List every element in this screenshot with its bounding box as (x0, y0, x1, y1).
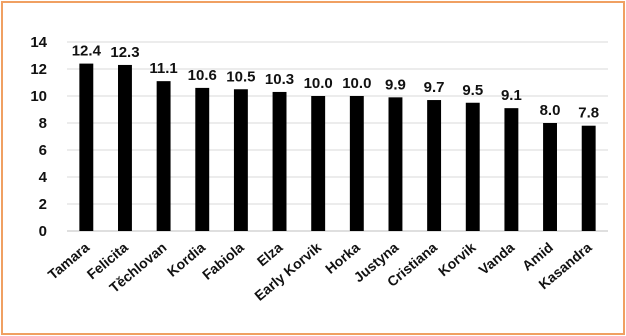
bar-chart: 0 2 4 6 8 10 12 14 12.4 12.3 11.1 10.6 10.5 10.3 10.0… (30, 34, 608, 304)
y-tick-label: 4 (39, 169, 48, 186)
y-tick-label: 8 (39, 115, 47, 132)
data-label: 10.6 (188, 67, 217, 84)
gridlines (67, 41, 608, 232)
bars (79, 63, 596, 232)
data-label: 9.1 (501, 87, 522, 104)
bar-fabiola (233, 89, 248, 231)
data-label: 9.9 (385, 76, 406, 93)
bar-elza (272, 91, 287, 231)
y-axis-ticks: 0 2 4 6 8 10 12 14 (30, 34, 47, 240)
category-label: Tamara (45, 239, 93, 283)
category-label: Early Korvik (251, 239, 324, 304)
data-label: 10.0 (342, 75, 371, 92)
y-tick-label: 10 (30, 88, 47, 105)
data-label: 11.1 (149, 60, 177, 77)
bar-vanda (504, 108, 519, 231)
bar-těchlovan (156, 81, 171, 232)
category-label: Elza (254, 239, 286, 269)
data-labels: 12.4 12.3 11.1 10.6 10.5 10.3 10.0 10.0 9.9 9.7 9.… (72, 43, 599, 122)
bar-korvik (465, 102, 480, 231)
bar-justyna (388, 97, 403, 231)
y-tick-label: 0 (39, 223, 47, 240)
data-label: 10.3 (265, 71, 294, 88)
data-label: 9.7 (424, 79, 445, 96)
bar-cristiana (427, 100, 442, 231)
bar-tamara (79, 63, 94, 231)
category-label: Vanda (475, 239, 517, 278)
bar-early-korvik (311, 96, 326, 231)
category-label: Fabiola (199, 239, 247, 283)
y-tick-label: 6 (39, 142, 47, 159)
data-label: 10.0 (304, 75, 333, 92)
y-tick-label: 14 (30, 34, 47, 51)
data-label: 12.3 (110, 44, 139, 61)
bar-felicita (118, 64, 132, 231)
bar-kordia (195, 87, 210, 232)
category-label: Korvik (435, 239, 479, 279)
bar-amid (543, 123, 557, 231)
data-label: 10.5 (226, 68, 255, 85)
data-label: 9.5 (462, 82, 483, 99)
y-tick-label: 2 (39, 196, 47, 213)
bar-kasandra (581, 125, 596, 231)
y-tick-label: 12 (30, 61, 47, 78)
data-label: 7.8 (578, 105, 599, 122)
data-label: 8.0 (540, 102, 561, 119)
data-label: 12.4 (72, 43, 102, 60)
bar-horka (349, 96, 364, 231)
